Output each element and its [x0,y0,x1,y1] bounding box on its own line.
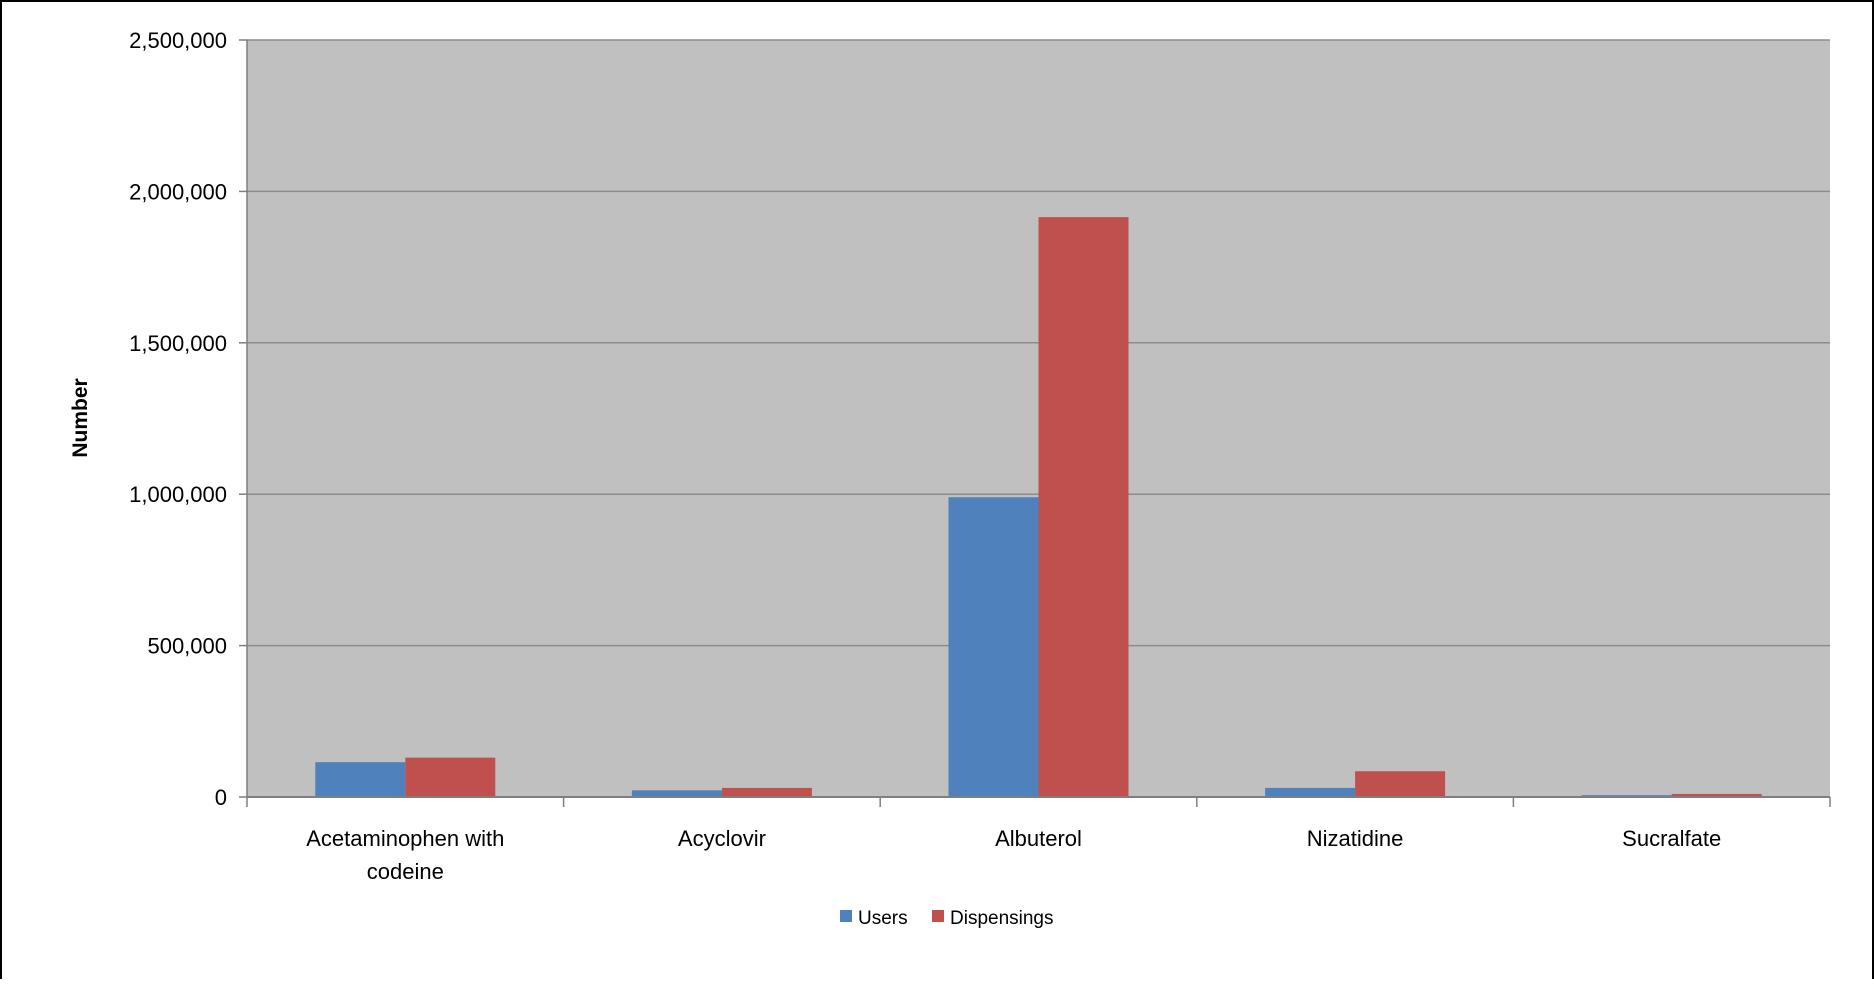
legend: Users Dispensings [840,908,1054,929]
y-tick-label: 2,500,000 [129,28,227,53]
bar-dispensings [405,757,496,797]
bars [315,217,1762,797]
x-tick-label: Acyclovir [678,826,766,851]
bar-users [1265,787,1356,797]
x-tick-labels: Acetaminophen with codeine Acyclovir Albute… [306,826,1721,884]
y-tick-label: 1,500,000 [129,331,227,356]
x-tick-label: Sucralfate [1622,826,1721,851]
y-tick-label: 1,000,000 [129,482,227,507]
bar-users [948,497,1039,797]
bar-dispensings [1355,771,1446,797]
x-tick-label: Nizatidine [1307,826,1404,851]
bar-users [315,762,406,797]
legend-label-dispensings: Dispensings [950,908,1054,929]
y-tick-label: 2,000,000 [129,179,227,204]
y-tick-labels: 0 500,000 1,000,000 1,500,000 2,000,000 2,500… [129,28,227,810]
legend-swatch-users [840,910,852,922]
y-tick-label: 0 [215,785,227,810]
y-tick-label: 500,000 [147,634,227,659]
bar-dispensings [721,787,812,797]
legend-swatch-dispensings [932,910,944,922]
y-axis-label: Number [69,378,92,457]
x-tick-label: Acetaminophen with [306,826,504,851]
x-tick-label: codeine [367,859,444,884]
x-tick-label: Albuterol [995,826,1082,851]
legend-label-users: Users [858,908,908,929]
bar-users [631,790,722,797]
bar-dispensings [1038,217,1129,797]
bar-dispensings [1671,793,1762,797]
axes [246,40,1831,807]
